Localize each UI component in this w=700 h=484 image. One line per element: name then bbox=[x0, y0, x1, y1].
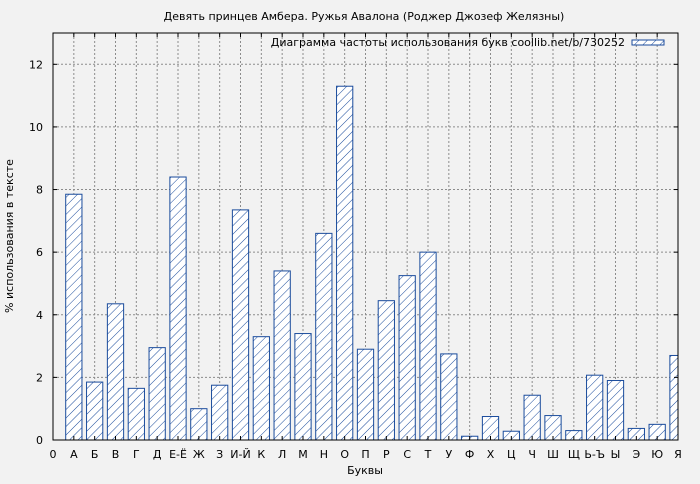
x-tick-label: Щ bbox=[568, 448, 580, 461]
y-tick-label: 8 bbox=[36, 184, 43, 197]
y-tick-label: 12 bbox=[29, 58, 43, 71]
x-tick-label: К bbox=[257, 448, 265, 461]
bar-И-Й bbox=[231, 209, 250, 441]
chart-title: Девять принцев Амбера. Ружья Авалона (Ро… bbox=[164, 10, 565, 23]
y-tick-label: 4 bbox=[36, 309, 43, 322]
y-tick-label: 2 bbox=[36, 371, 43, 384]
x-tick-label: Е-Ё bbox=[169, 448, 187, 461]
bar-М bbox=[294, 333, 312, 441]
legend-swatch bbox=[631, 39, 665, 46]
x-tick-label: Ц bbox=[507, 448, 516, 461]
x-tick-label: Ч bbox=[528, 448, 536, 461]
bar-Г bbox=[127, 387, 145, 441]
x-tick-label: С bbox=[403, 448, 411, 461]
bar-Ь-Ъ bbox=[586, 374, 604, 441]
bar-Р bbox=[377, 300, 395, 441]
bar-Е-Ё bbox=[169, 176, 187, 441]
x-tick-label: Х bbox=[487, 448, 495, 461]
y-axis-label: % использования в тексте bbox=[3, 159, 16, 313]
bar-П bbox=[356, 348, 375, 441]
x-tick-label: А bbox=[70, 448, 78, 461]
y-tick-label: 6 bbox=[36, 246, 43, 259]
x-tick-label: Ш bbox=[547, 448, 559, 461]
bar-Б bbox=[86, 381, 104, 441]
bar-Ы bbox=[606, 380, 625, 441]
bar-С bbox=[398, 275, 416, 441]
bar-О bbox=[336, 85, 354, 441]
bar-Ж bbox=[190, 408, 208, 441]
bar-Т bbox=[419, 251, 437, 441]
y-tick-label: 0 bbox=[36, 434, 43, 447]
x-tick-label: В bbox=[112, 448, 120, 461]
bar-Ч bbox=[523, 394, 541, 441]
x-axis-label: Буквы bbox=[347, 464, 383, 477]
x-tick-label: 0 bbox=[50, 448, 57, 461]
legend-label: Диаграмма частоты использования букв coo… bbox=[271, 36, 625, 49]
x-tick-label: Э bbox=[632, 448, 640, 461]
bar-Л bbox=[273, 270, 291, 441]
x-tick-label: Я bbox=[674, 448, 682, 461]
bars-layer bbox=[65, 85, 679, 441]
bar-Я bbox=[669, 354, 679, 441]
x-tick-label: З bbox=[216, 448, 223, 461]
x-tick-label: Т bbox=[424, 448, 432, 461]
x-tick-label: И-Й bbox=[230, 448, 250, 461]
x-tick-label: Ж bbox=[193, 448, 205, 461]
x-tick-label: Г bbox=[133, 448, 140, 461]
x-tick-label: Ю bbox=[651, 448, 663, 461]
bar-У bbox=[440, 353, 458, 441]
bar-Н bbox=[315, 232, 333, 441]
x-tick-label: Ф bbox=[465, 448, 474, 461]
x-tick-label: О bbox=[340, 448, 349, 461]
bar-З bbox=[211, 384, 229, 441]
x-tick-label: Р bbox=[383, 448, 390, 461]
bar-Д bbox=[148, 347, 166, 441]
x-tick-label: П bbox=[361, 448, 369, 461]
ticks-layer: 0 А Б В Г Д Е-Ё Ж З И-Й К Л М Н О П Р С Т У Ф Х Ц Ч Ш Щ Ь-Ъ Ы Э Ю Я024… bbox=[29, 33, 682, 461]
x-tick-label: У bbox=[445, 448, 452, 461]
bar-А bbox=[65, 193, 83, 441]
legend: Диаграмма частоты использования букв coo… bbox=[271, 36, 665, 49]
x-tick-label: Б bbox=[91, 448, 99, 461]
bar-К bbox=[252, 336, 270, 441]
x-tick-label: Ы bbox=[611, 448, 621, 461]
bar-В bbox=[106, 303, 125, 441]
y-tick-label: 10 bbox=[29, 121, 43, 134]
x-tick-label: М bbox=[298, 448, 308, 461]
x-tick-label: Ь-Ъ bbox=[584, 448, 605, 461]
x-tick-label: Л bbox=[278, 448, 286, 461]
x-tick-label: Д bbox=[153, 448, 162, 461]
x-tick-label: Н bbox=[320, 448, 328, 461]
